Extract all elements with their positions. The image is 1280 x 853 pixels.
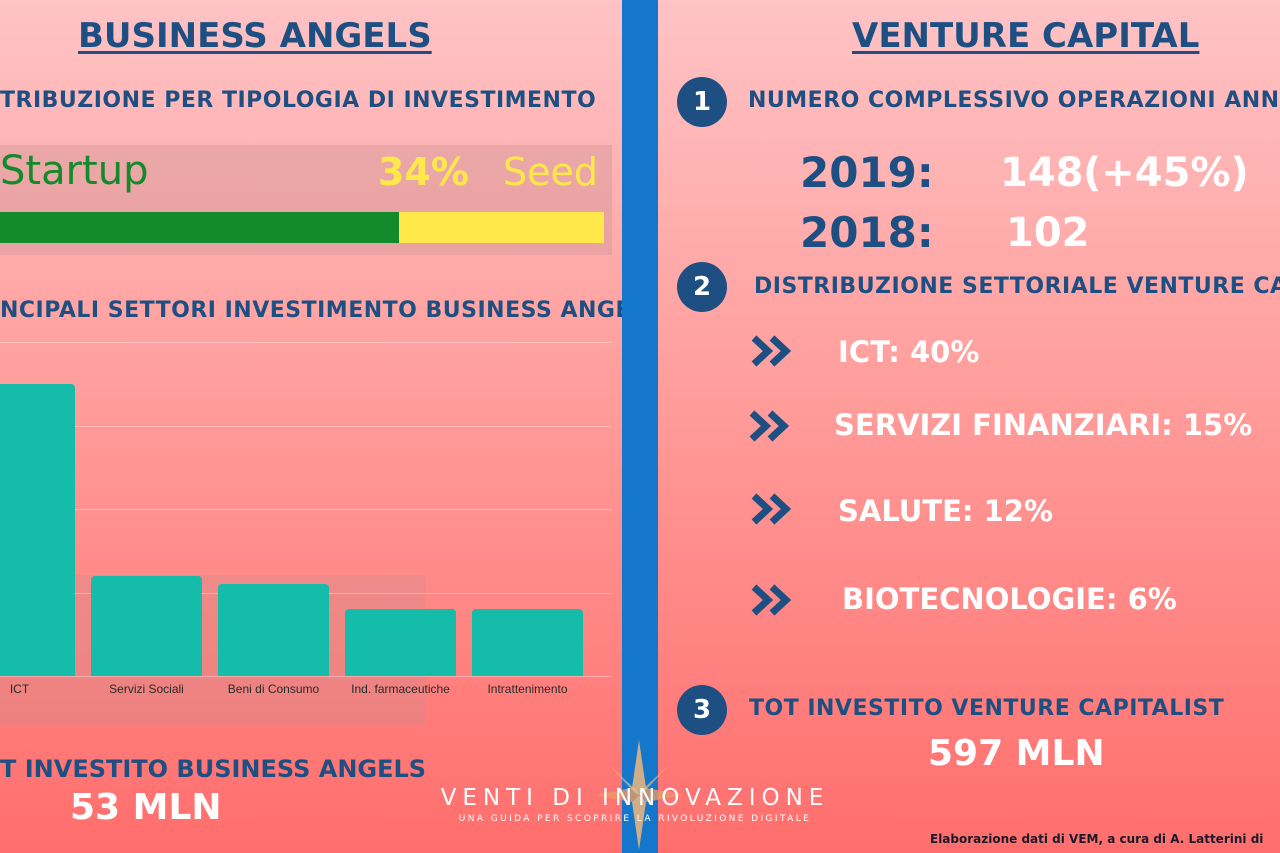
year-2019: 2019: bbox=[800, 148, 934, 197]
change-2019: (+45%) bbox=[1083, 150, 1249, 196]
business-angels-title: BUSINESS ANGELS bbox=[78, 16, 432, 56]
seed-label: Seed bbox=[503, 150, 598, 194]
startup-share-bar bbox=[0, 212, 399, 243]
seed-percent: 34% bbox=[378, 150, 469, 194]
sector-biotech-name: BIOTECNOLOGIE: bbox=[842, 582, 1118, 616]
chart-gridline bbox=[0, 342, 612, 343]
operations-heading: NUMERO COMPLESSIVO OPERAZIONI ANNU bbox=[748, 88, 1280, 113]
startup-label: Startup bbox=[0, 148, 149, 194]
chart-x-tick-label: Servizi Sociali bbox=[109, 682, 184, 696]
chart-x-tick-label: Intrattenimento bbox=[487, 682, 568, 696]
year-2018: 2018: bbox=[800, 208, 934, 257]
vc-total-heading: TOT INVESTITO VENTURE CAPITALIST bbox=[749, 696, 1225, 721]
business-angels-panel: BUSINESS ANGELS TRIBUZIONE PER TIPOLOGIA… bbox=[0, 0, 622, 853]
chart-x-tick-label: Beni di Consumo bbox=[227, 682, 320, 696]
value-2019: 148 bbox=[1000, 150, 1084, 196]
business-angels-total-value: 53 MLN bbox=[70, 787, 222, 828]
chevron-double-right-icon bbox=[749, 410, 790, 442]
brand-tagline: UNA GUIDA PER SCOPRIRE LA RIVOLUZIONE DI… bbox=[458, 814, 812, 824]
chevron-double-right-icon bbox=[751, 493, 792, 525]
value-2018: 102 bbox=[1006, 210, 1090, 256]
sector-financial-services-value: 15% bbox=[1182, 408, 1253, 442]
chevron-double-right-icon bbox=[751, 335, 792, 367]
step-1-badge: 1 bbox=[677, 77, 727, 127]
sector-distribution-heading: DISTRIBUZIONE SETTORIALE VENTURE CA bbox=[754, 274, 1280, 299]
chart-x-tick-label: ICT bbox=[9, 682, 30, 696]
compass-star-logo bbox=[594, 740, 684, 850]
sector-ict-value: 40% bbox=[909, 335, 980, 369]
business-angels-total-label: T INVESTITO BUSINESS ANGELS bbox=[0, 755, 427, 783]
sector-biotech-value: 6% bbox=[1127, 582, 1177, 616]
panel-divider bbox=[622, 0, 658, 853]
sector-health-name: SALUTE: bbox=[838, 494, 974, 528]
brand-name: VENTI DI INNOVAZIONE bbox=[440, 785, 830, 811]
step-3-badge: 3 bbox=[677, 685, 727, 735]
venti-di-innovazione-branding: VENTI DI INNOVAZIONE UNA GUIDA PER SCOPR… bbox=[440, 785, 830, 824]
vc-total-value: 597 MLN bbox=[928, 733, 1105, 774]
chart-gridline bbox=[0, 425, 612, 427]
sector-ict: ICT: 40% bbox=[838, 335, 979, 369]
chart-bar bbox=[91, 575, 202, 676]
chart-bar bbox=[345, 609, 456, 676]
chart-bar bbox=[218, 584, 329, 676]
chart-x-tick-label: Ind. farmaceutiche bbox=[351, 682, 450, 696]
chart-bar bbox=[472, 609, 583, 676]
sector-health: SALUTE: 12% bbox=[838, 494, 1053, 528]
sector-biotech: BIOTECNOLOGIE: 6% bbox=[842, 582, 1177, 616]
venture-capital-panel: VENTURE CAPITAL 1 NUMERO COMPLESSIVO OPE… bbox=[658, 0, 1280, 853]
sector-financial-services: SERVIZI FINANZIARI: 15% bbox=[834, 408, 1252, 442]
chart-bar bbox=[0, 383, 75, 676]
chart-gridline bbox=[0, 676, 612, 677]
sector-health-value: 12% bbox=[983, 494, 1054, 528]
chevron-double-right-icon bbox=[751, 584, 792, 616]
seed-share-bar bbox=[399, 212, 604, 243]
step-2-badge: 2 bbox=[677, 262, 727, 312]
sector-financial-services-name: SERVIZI FINANZIARI: bbox=[834, 408, 1173, 442]
chart-gridline bbox=[0, 509, 612, 510]
venture-capital-title: VENTURE CAPITAL bbox=[852, 16, 1200, 56]
distribution-type-heading: TRIBUZIONE PER TIPOLOGIA DI INVESTIMENTO bbox=[0, 88, 597, 113]
sector-ict-name: ICT: bbox=[838, 335, 900, 369]
sectors-heading: NCIPALI SETTORI INVESTIMENTO BUSINESS AN… bbox=[0, 298, 622, 323]
credit-note: Elaborazione dati di VEM, a cura di A. L… bbox=[930, 832, 1264, 846]
